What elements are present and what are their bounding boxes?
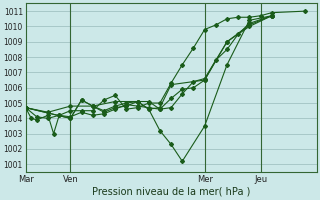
X-axis label: Pression niveau de la mer( hPa ): Pression niveau de la mer( hPa ) xyxy=(92,187,250,197)
